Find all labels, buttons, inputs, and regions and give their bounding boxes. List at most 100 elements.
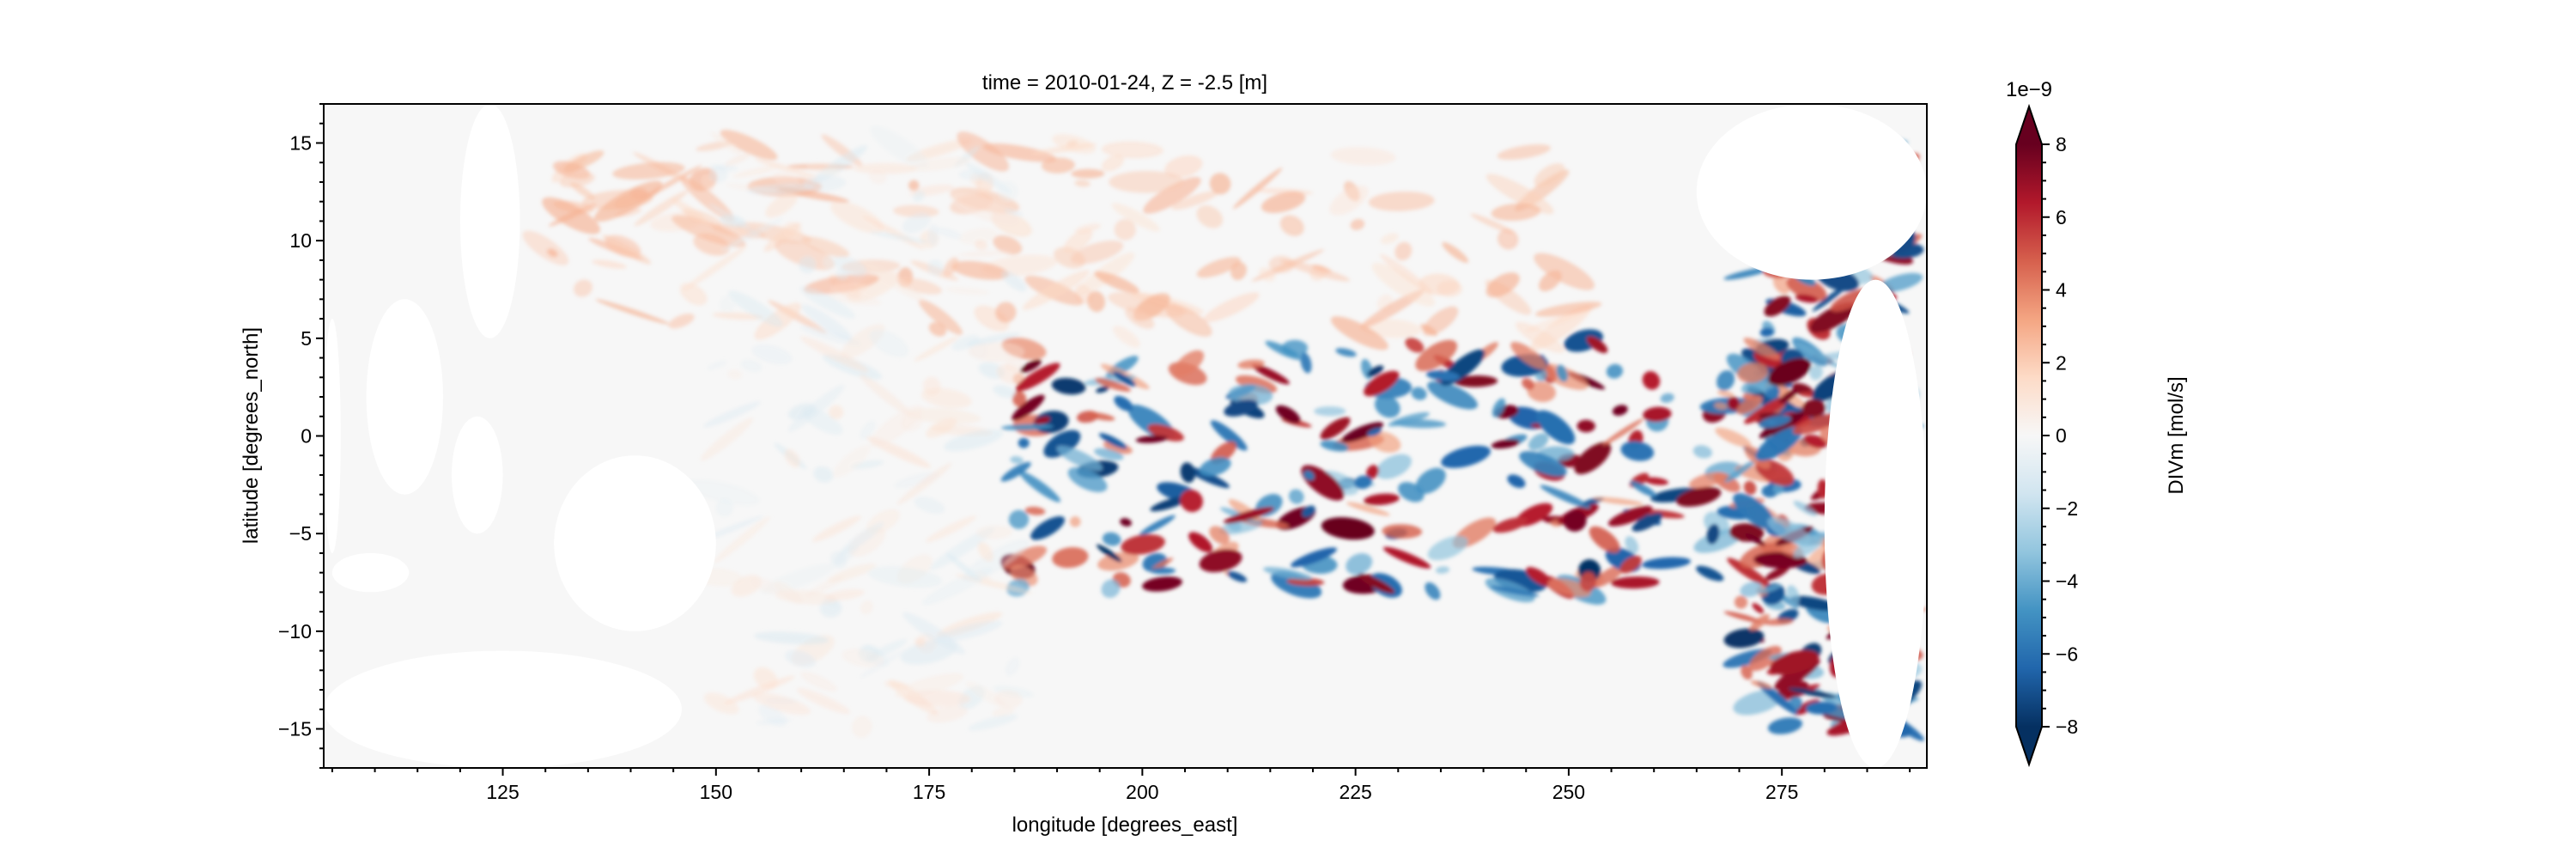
field-eddy xyxy=(1736,395,1763,415)
field-eddy xyxy=(1361,289,1425,328)
field-eddy xyxy=(1534,253,1595,290)
field-eddy xyxy=(1631,513,1663,532)
field-eddy xyxy=(1676,486,1722,507)
y-tick-label: 0 xyxy=(301,425,312,448)
field-eddy xyxy=(801,236,850,258)
field-eddy xyxy=(1688,472,1727,489)
colorbar-tick-label: 0 xyxy=(2056,424,2067,447)
field-eddy xyxy=(1263,567,1313,581)
field-eddy xyxy=(1114,219,1136,241)
field-eddy xyxy=(958,250,1012,258)
field-eddy xyxy=(732,165,780,178)
field-eddy xyxy=(1793,531,1829,558)
field-eddy xyxy=(1151,557,1174,571)
field-eddy xyxy=(1630,480,1657,497)
field-eddy xyxy=(1425,582,1441,600)
field-eddy xyxy=(951,335,980,350)
field-eddy xyxy=(1369,431,1401,453)
field-eddy xyxy=(993,690,1023,709)
field-eddy xyxy=(897,277,942,295)
field-eddy xyxy=(1135,435,1168,443)
field-eddy xyxy=(668,314,695,329)
field-eddy xyxy=(1491,439,1520,449)
field-eddy xyxy=(975,240,987,250)
field-eddy xyxy=(1001,271,1027,292)
field-eddy xyxy=(1252,364,1290,385)
field-eddy xyxy=(949,192,1019,226)
field-eddy xyxy=(1723,628,1765,649)
colorbar-body xyxy=(2016,144,2042,727)
field-eddy xyxy=(1051,377,1086,395)
field-eddy xyxy=(1415,467,1446,495)
field-eddy xyxy=(1772,274,1790,295)
field-eddy xyxy=(1371,263,1436,307)
field-eddy xyxy=(784,448,800,468)
field-eddy xyxy=(832,445,871,478)
field-eddy xyxy=(1789,595,1838,612)
field-eddy xyxy=(902,212,931,234)
field-eddy xyxy=(1556,364,1568,382)
field-eddy xyxy=(839,521,884,556)
field-eddy xyxy=(715,498,733,517)
field-eddy xyxy=(1724,460,1756,483)
field-eddy xyxy=(785,649,817,667)
field-eddy xyxy=(925,515,976,543)
field-eddy xyxy=(708,164,738,171)
field-eddy xyxy=(944,429,1004,452)
field-eddy xyxy=(861,259,927,302)
colorbar-tick-label: −2 xyxy=(2056,497,2078,520)
field-eddy xyxy=(1180,490,1203,513)
field-eddy xyxy=(935,227,963,239)
field-eddy xyxy=(1398,482,1425,503)
field-eddy xyxy=(870,231,929,243)
field-eddy xyxy=(1101,579,1121,599)
field-eddy xyxy=(1069,516,1081,527)
field-eddy xyxy=(703,401,761,428)
field-eddy xyxy=(1120,518,1132,527)
field-eddy xyxy=(1877,272,1923,293)
land-new-guinea xyxy=(554,455,716,631)
field-eddy xyxy=(1314,406,1346,417)
field-eddy xyxy=(1015,362,1060,392)
field-eddy xyxy=(1786,276,1827,302)
field-eddy xyxy=(756,718,792,725)
field-eddy xyxy=(1018,437,1030,448)
field-eddy xyxy=(827,292,882,306)
field-eddy xyxy=(853,162,917,174)
field-eddy xyxy=(1515,321,1564,353)
field-eddy xyxy=(1008,509,1030,529)
field-eddy xyxy=(1696,565,1724,582)
field-eddy xyxy=(896,462,952,505)
field-eddy xyxy=(1354,475,1372,490)
field-eddy xyxy=(1210,420,1248,451)
field-eddy xyxy=(1492,398,1506,417)
land-philippines xyxy=(459,104,520,338)
field-eddy xyxy=(719,295,736,314)
field-eddy xyxy=(1394,241,1413,261)
field-eddy xyxy=(1534,163,1565,188)
field-eddy xyxy=(1034,416,1051,425)
field-eddy xyxy=(894,472,939,489)
x-tick-label: 175 xyxy=(913,781,945,803)
colorbar-tick-label: 2 xyxy=(2056,351,2067,374)
field-eddy xyxy=(927,224,939,247)
field-eddy xyxy=(959,228,998,245)
field-eddy xyxy=(829,405,844,420)
field-eddy xyxy=(1619,555,1642,574)
field-eddy xyxy=(1497,228,1519,250)
field-eddy xyxy=(907,408,981,424)
field-eddy xyxy=(951,260,1009,280)
field-eddy xyxy=(750,577,783,594)
field-eddy xyxy=(1611,576,1660,589)
field-eddy xyxy=(1470,213,1514,234)
field-eddy xyxy=(1805,701,1838,715)
field-eddy xyxy=(1074,180,1091,187)
field-eddy xyxy=(1795,343,1841,369)
field-eddy xyxy=(1063,228,1093,253)
field-eddy xyxy=(1606,363,1624,379)
field-eddy xyxy=(1763,618,1794,626)
field-eddy xyxy=(965,332,1021,346)
field-eddy xyxy=(612,161,685,180)
field-eddy xyxy=(1367,365,1384,377)
field-eddy xyxy=(919,299,963,335)
